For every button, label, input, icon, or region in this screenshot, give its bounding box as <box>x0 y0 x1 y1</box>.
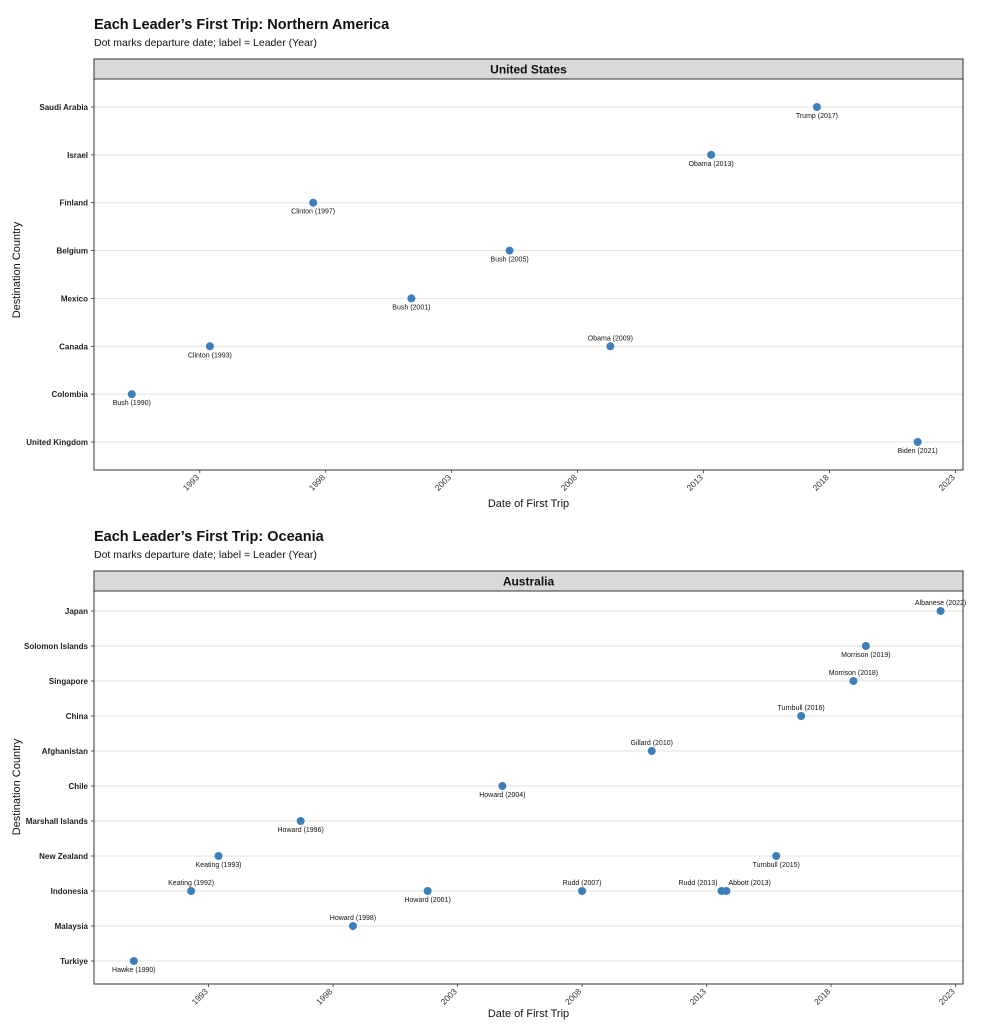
chart2-data-point <box>498 782 507 790</box>
chart1-data-point <box>707 150 716 159</box>
chart1-data-label: Biden (2021) <box>898 448 938 455</box>
chart1-data-label: Bush (2005) <box>491 257 529 264</box>
chart2-x-tick-label: 2023 <box>936 986 957 1007</box>
chart2-y-tick-label: Chile <box>68 782 88 791</box>
chart2-x-tick-label: 2008 <box>563 986 584 1007</box>
chart2-data-label: Hawke (1990) <box>112 967 156 974</box>
chart2-y-tick-label: Solomon Islands <box>24 642 89 651</box>
chart1-x-tick-label: 2013 <box>685 472 706 493</box>
chart2-data-point <box>772 852 781 860</box>
chart1-data-point <box>913 438 922 446</box>
chart2-data-label: Howard (2001) <box>404 897 450 904</box>
chart1-x-tick-label: 1993 <box>181 472 202 493</box>
chart2-data-label: Howard (1998) <box>330 915 376 922</box>
chart2-data-label: Howard (2004) <box>479 792 525 799</box>
chart2-facet-strip <box>93 570 964 592</box>
chart2-x-axis-title: Date of First Trip <box>488 1008 569 1020</box>
chart1-data-label: Bush (2001) <box>392 304 430 311</box>
chart2-x-tick-label: 2018 <box>812 986 833 1007</box>
chart2-data-label: Keating (1993) <box>196 862 242 869</box>
chart1-plot-area <box>94 79 963 470</box>
chart2-data-point <box>296 817 305 825</box>
chart1-x-tick-label: 2008 <box>559 472 580 493</box>
chart2-data-point <box>797 712 806 720</box>
chart2-data-point <box>849 677 858 685</box>
chart2-data-label: Albanese (2022) <box>915 600 966 607</box>
chart2-data-label: Keating (1992) <box>168 880 214 887</box>
chart1-data-point <box>505 246 514 255</box>
chart1-data-label: Clinton (1993) <box>188 352 232 359</box>
chart2-x-tick-label: 2013 <box>687 986 708 1007</box>
chart1-x-tick-label: 2018 <box>810 472 831 493</box>
chart1-x-tick-label: 2023 <box>936 472 957 493</box>
chart1-y-tick-label: Israel <box>67 151 88 160</box>
chart-title-1: Each Leader’s First Trip: Northern Ameri… <box>94 17 390 33</box>
chart2-y-tick-label: Japan <box>65 607 88 616</box>
chart2-data-point <box>936 607 945 615</box>
chart2-data-label: Turnbull (2016) <box>778 705 825 712</box>
chart-subtitle-2: Dot marks departure date; label = Leader… <box>94 549 317 561</box>
chart1-y-tick-label: Finland <box>60 199 89 208</box>
chart2-data-label: Morrison (2018) <box>829 670 878 677</box>
chart2-data-label: Morrison (2019) <box>841 652 890 659</box>
chart2-data-label: Rudd (2013) <box>679 880 718 887</box>
chart2-data-point <box>187 887 196 895</box>
chart2-y-tick-label: China <box>66 712 89 721</box>
chart1-y-tick-label: Mexico <box>61 294 88 303</box>
chart1-y-tick-label: United Kingdom <box>26 438 88 447</box>
chart2-data-label: Turnbull (2015) <box>753 862 800 869</box>
chart1-data-point <box>606 342 615 351</box>
chart2-y-tick-label: Malaysia <box>55 922 89 931</box>
chart-title-2: Each Leader’s First Trip: Oceania <box>94 529 324 545</box>
chart2-data-label: Howard (1996) <box>278 827 324 834</box>
chart1-data-label: Bush (1990) <box>113 400 151 407</box>
chart1-y-tick-label: Saudi Arabia <box>39 103 88 112</box>
chart2-y-tick-label: New Zealand <box>39 852 88 861</box>
chart1-y-tick-label: Colombia <box>52 390 89 399</box>
chart2-facet-label: Australia <box>503 575 555 589</box>
chart1-facet-strip <box>93 58 964 80</box>
chart2-data-point <box>722 887 731 895</box>
chart2-x-tick-label: 2003 <box>438 986 459 1007</box>
chart2-x-tick-label: 1998 <box>314 986 335 1007</box>
chart1-data-point <box>127 390 136 399</box>
chart2-data-point <box>861 642 870 650</box>
chart2-data-label: Abbott (2013) <box>728 880 770 887</box>
chart1-data-label: Trump (2017) <box>796 113 838 120</box>
chart2-data-point <box>129 957 138 965</box>
chart1-data-label: Obama (2013) <box>689 161 734 168</box>
chart1-data-point <box>309 198 318 207</box>
chart2-data-point <box>423 887 432 895</box>
chart2-data-point <box>348 922 357 930</box>
chart1-data-point <box>407 294 416 303</box>
chart1-data-point <box>205 342 214 351</box>
chart2-y-tick-label: Marshall Islands <box>26 817 89 826</box>
chart2-y-tick-label: Indonesia <box>51 887 89 896</box>
chart2-y-tick-label: Turkiye <box>60 957 88 966</box>
chart2-data-point <box>578 887 587 895</box>
chart1-y-tick-label: Belgium <box>56 247 88 256</box>
chart2-plot-area <box>94 591 963 984</box>
chart1-data-point <box>812 103 821 111</box>
chart1-data-label: Obama (2009) <box>588 335 633 342</box>
chart1-x-tick-label: 1998 <box>307 472 328 493</box>
chart1-y-axis-title: Destination Country <box>11 221 23 318</box>
chart2-x-tick-label: 1993 <box>190 986 211 1007</box>
chart1-y-tick-label: Canada <box>59 342 88 351</box>
chart2-data-label: Gillard (2010) <box>631 740 673 747</box>
chart2-data-point <box>214 852 223 860</box>
chart-subtitle-1: Dot marks departure date; label = Leader… <box>94 37 317 49</box>
chart2-data-point <box>647 747 656 755</box>
chart1-x-tick-label: 2003 <box>433 472 454 493</box>
chart1-facet-label: United States <box>490 63 567 77</box>
chart2-data-label: Rudd (2007) <box>563 880 602 887</box>
chart1-data-label: Clinton (1997) <box>291 209 335 216</box>
chart2-y-axis-title: Destination Country <box>11 738 23 835</box>
chart1-x-axis-title: Date of First Trip <box>488 498 569 510</box>
chart2-y-tick-label: Singapore <box>49 677 89 686</box>
chart2-y-tick-label: Afghanistan <box>42 747 88 756</box>
